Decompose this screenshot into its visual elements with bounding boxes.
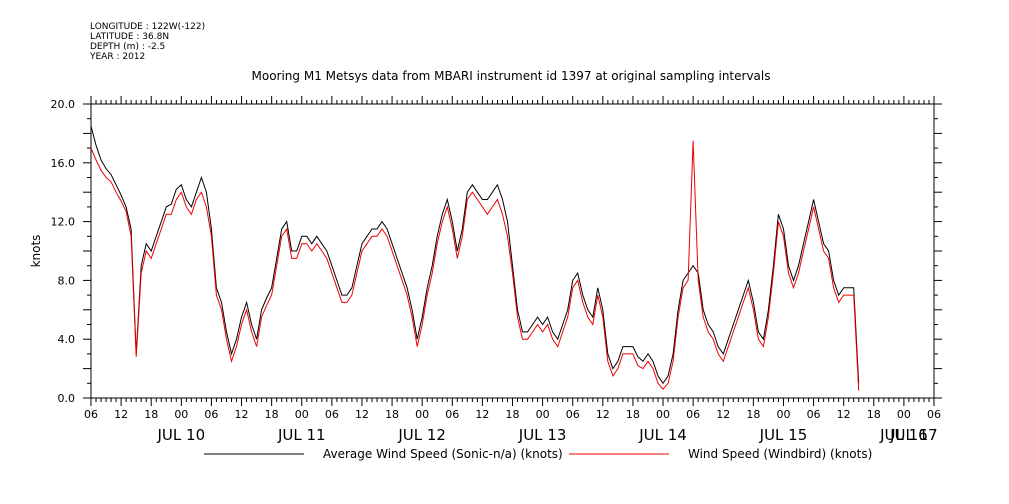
date-label: JUL 16 <box>879 426 928 444</box>
metadata-line: YEAR : 2012 <box>90 52 146 62</box>
x-tick-label: 12 <box>355 408 369 421</box>
chart-title: Mooring M1 Metsys data from MBARI instru… <box>252 69 771 83</box>
x-tick-label: 06 <box>686 408 700 421</box>
y-tick-label: 16.0 <box>51 157 76 170</box>
x-tick-label: 18 <box>144 408 158 421</box>
x-tick-label: 00 <box>174 408 188 421</box>
x-tick-label: 06 <box>566 408 580 421</box>
y-tick-label: 0.0 <box>58 392 76 405</box>
x-tick-label: 00 <box>536 408 550 421</box>
x-tick-label: 18 <box>746 408 760 421</box>
series-line-sonic <box>90 125 860 385</box>
x-tick-label: 12 <box>235 408 249 421</box>
metadata-line: DEPTH (m) : -2.5 <box>90 42 166 52</box>
x-tick-label: 00 <box>295 408 309 421</box>
x-tick-label: 06 <box>927 408 941 421</box>
series-lines <box>90 125 860 391</box>
x-tick-label: 18 <box>626 408 640 421</box>
x-axis: 06 12 18 00 06 12 18 00 06 12 18 00 06 12 18 00 06 12 18 00… <box>84 96 941 444</box>
legend-label-sonic: Average Wind Speed (Sonic-n/a) (knots) <box>323 447 563 461</box>
y-tick-label: 4.0 <box>58 333 76 346</box>
date-label: JUL 13 <box>518 426 567 444</box>
date-label: JUL 17 <box>889 426 938 444</box>
plot-frame <box>90 103 935 399</box>
legend: Average Wind Speed (Sonic-n/a) (knots) W… <box>204 447 872 461</box>
y-tick-label: 20.0 <box>51 98 76 111</box>
y-tick-label: 8.0 <box>58 274 76 287</box>
x-tick-label: 06 <box>445 408 459 421</box>
x-tick-label: 12 <box>596 408 610 421</box>
x-tick-label: 18 <box>506 408 520 421</box>
date-label: JUL 10 <box>157 426 206 444</box>
x-tick-label: 06 <box>807 408 821 421</box>
date-label: JUL 12 <box>397 426 446 444</box>
metadata-block: LONGITUDE : 122W(-122) LATITUDE : 36.8N … <box>90 22 205 62</box>
legend-label-windbird: Wind Speed (Windbird) (knots) <box>688 447 872 461</box>
x-tick-label: 18 <box>867 408 881 421</box>
date-label: JUL 15 <box>759 426 808 444</box>
x-tick-label: 06 <box>204 408 218 421</box>
y-axis-label: knots <box>29 235 43 268</box>
x-tick-label: 06 <box>325 408 339 421</box>
x-tick-label: 18 <box>265 408 279 421</box>
x-tick-label: 12 <box>114 408 128 421</box>
x-tick-label: 00 <box>897 408 911 421</box>
x-tick-label: 00 <box>415 408 429 421</box>
y-axis: 0.0 4.0 8.0 12.0 16.0 20.0 <box>51 98 942 405</box>
x-tick-label: 12 <box>837 408 851 421</box>
x-tick-label: 18 <box>385 408 399 421</box>
x-tick-label: 12 <box>716 408 730 421</box>
x-tick-label: 06 <box>84 408 98 421</box>
metadata-line: LONGITUDE : 122W(-122) <box>90 22 206 32</box>
x-tick-label: 00 <box>656 408 670 421</box>
date-label: JUL 14 <box>638 426 687 444</box>
metadata-line: LATITUDE : 36.8N <box>90 32 170 42</box>
date-label: JUL 11 <box>277 426 326 444</box>
x-tick-label: 00 <box>776 408 790 421</box>
x-tick-label: 12 <box>475 408 489 421</box>
series-line-windbird <box>90 140 860 391</box>
y-tick-label: 12.0 <box>51 216 76 229</box>
